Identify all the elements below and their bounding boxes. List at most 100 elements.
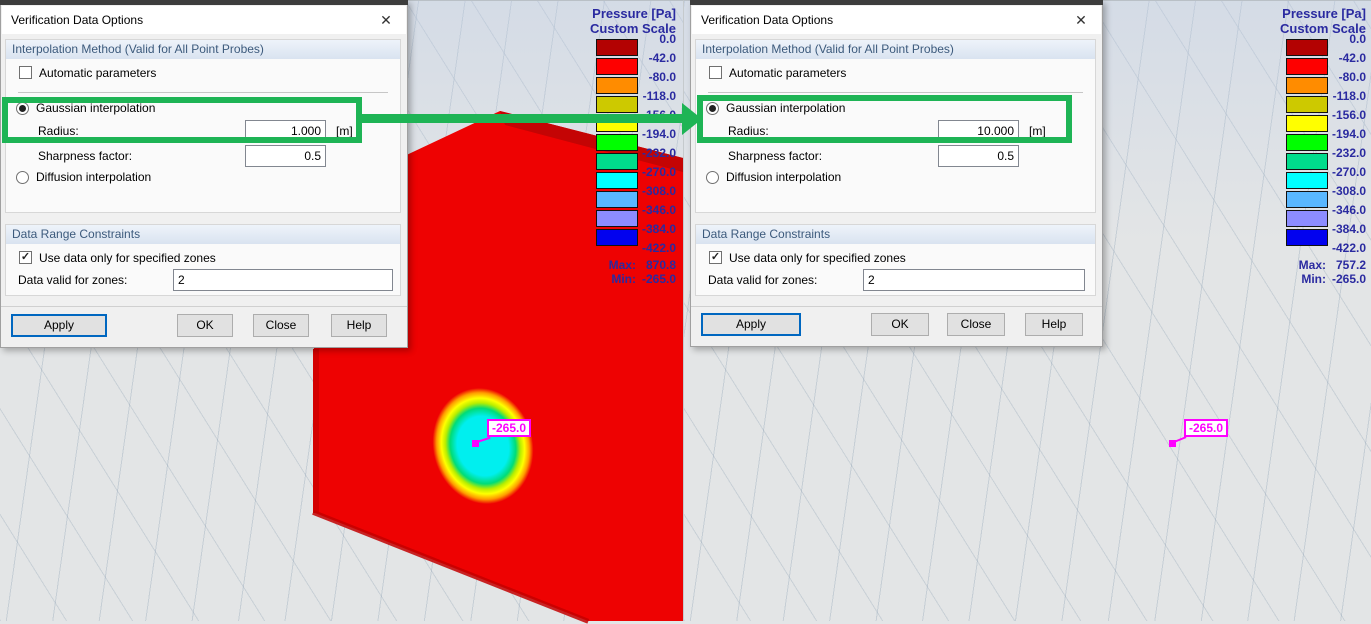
legend-swatch xyxy=(596,210,638,227)
dialog-titlebar[interactable]: Verification Data Options ✕ xyxy=(2,6,406,34)
use-zones-checkbox[interactable]: ✓ xyxy=(19,251,32,264)
diffusion-interpolation-radio[interactable] xyxy=(16,171,29,184)
legend-tick-label: -118.0 xyxy=(642,89,676,103)
legend-swatch xyxy=(1286,39,1328,56)
radius-label: Radius: xyxy=(728,124,769,138)
zones-label: Data valid for zones: xyxy=(708,273,818,287)
sharpness-factor-label: Sharpness factor: xyxy=(38,149,133,163)
radius-unit: [m] xyxy=(336,124,353,138)
legend-swatch xyxy=(1286,172,1328,189)
legend-tick-label: -194.0 xyxy=(1331,127,1366,141)
diffusion-interpolation-label: Diffusion interpolation xyxy=(36,170,152,184)
radius-input[interactable]: 10.000 xyxy=(938,120,1019,142)
legend-tick-label: -270.0 xyxy=(641,165,676,179)
legend-tick-label: -194.0 xyxy=(641,127,676,141)
zones-label: Data valid for zones: xyxy=(18,273,128,287)
apply-button[interactable]: Apply xyxy=(11,314,107,337)
legend-swatch xyxy=(1286,191,1328,208)
legend-swatch xyxy=(1286,58,1328,75)
probe-point[interactable] xyxy=(472,440,479,447)
window-top-frame xyxy=(0,0,408,5)
dialog-title: Verification Data Options xyxy=(11,13,144,27)
automatic-parameters-label: Automatic parameters xyxy=(39,66,157,80)
legend-max-value: 870.8 xyxy=(645,258,676,272)
help-button[interactable]: Help xyxy=(1025,313,1083,336)
automatic-parameters-checkbox[interactable] xyxy=(709,66,722,79)
annotation-arrow-shaft xyxy=(356,114,684,123)
use-zones-checkbox[interactable]: ✓ xyxy=(709,251,722,264)
legend-swatch xyxy=(1286,115,1328,132)
legend-swatch xyxy=(596,172,638,189)
legend-max-label: Max: xyxy=(608,258,636,272)
legend-swatch xyxy=(596,134,638,151)
diffusion-interpolation-radio[interactable] xyxy=(706,171,719,184)
gaussian-interpolation-radio[interactable] xyxy=(706,102,719,115)
legend-swatch xyxy=(1286,210,1328,227)
legend-tick-label: -384.0 xyxy=(1331,222,1366,236)
pressure-legend: Pressure [Pa] Custom Scale 0.0 -42.0 -80.0… xyxy=(1278,6,1366,290)
legend-tick-label: -422.0 xyxy=(1331,241,1366,255)
separator xyxy=(18,92,388,93)
probe-value-label: -265.0 xyxy=(487,419,532,437)
dialog-titlebar[interactable]: Verification Data Options ✕ xyxy=(692,6,1101,34)
dialog-title: Verification Data Options xyxy=(701,13,834,27)
legend-tick-label: -308.0 xyxy=(641,184,676,198)
use-zones-label: Use data only for specified zones xyxy=(729,251,906,265)
interpolation-method-group: Interpolation Method (Valid for All Poin… xyxy=(5,39,401,213)
legend-title: Pressure [Pa] xyxy=(1282,6,1366,21)
probe-point[interactable] xyxy=(1169,440,1176,447)
ok-button[interactable]: OK xyxy=(177,314,233,337)
sharpness-factor-input[interactable]: 0.5 xyxy=(245,145,326,167)
legend-tick-label: -384.0 xyxy=(641,222,676,236)
zones-input[interactable]: 2 xyxy=(863,269,1085,291)
sharpness-factor-input[interactable]: 0.5 xyxy=(938,145,1019,167)
legend-subtitle: Custom Scale xyxy=(590,21,676,36)
apply-button[interactable]: Apply xyxy=(701,313,801,336)
wall-left-edge-face xyxy=(313,349,319,513)
close-button[interactable]: Close xyxy=(253,314,309,337)
ok-button[interactable]: OK xyxy=(871,313,929,336)
help-button[interactable]: Help xyxy=(331,314,387,337)
legend-subtitle: Custom Scale xyxy=(1280,21,1366,36)
legend-min-value: -265.0 xyxy=(1331,272,1366,286)
verification-data-options-dialog: Verification Data Options ✕ Interpolatio… xyxy=(690,0,1103,347)
legend-tick-label: 0.0 xyxy=(659,32,676,46)
legend-swatch xyxy=(596,229,638,246)
legend-swatches xyxy=(1286,39,1328,248)
automatic-parameters-checkbox[interactable] xyxy=(19,66,32,79)
legend-tick-label: -118.0 xyxy=(1332,89,1366,103)
group-header: Data Range Constraints xyxy=(696,225,1095,244)
legend-max-value: 757.2 xyxy=(1335,258,1366,272)
legend-swatch xyxy=(596,96,638,113)
diffusion-interpolation-label: Diffusion interpolation xyxy=(726,170,842,184)
legend-tick-label: -80.0 xyxy=(648,70,676,84)
legend-tick-label: -346.0 xyxy=(1331,203,1366,217)
legend-min-value: -265.0 xyxy=(641,272,676,286)
radius-unit: [m] xyxy=(1029,124,1046,138)
annotation-arrow-head-icon xyxy=(682,103,702,135)
legend-tick-label: -346.0 xyxy=(641,203,676,217)
legend-tick-label: -42.0 xyxy=(1338,51,1366,65)
footer-separator xyxy=(691,306,1102,307)
group-header: Interpolation Method (Valid for All Poin… xyxy=(696,40,1095,59)
zones-input[interactable]: 2 xyxy=(173,269,393,291)
legend-tick-label: -42.0 xyxy=(648,51,676,65)
legend-min-label: Min: xyxy=(1301,272,1326,286)
probe-value-label: -265.0 xyxy=(1184,419,1229,437)
legend-swatch xyxy=(596,153,638,170)
close-button[interactable]: Close xyxy=(947,313,1005,336)
legend-min-label: Min: xyxy=(611,272,636,286)
legend-swatch xyxy=(1286,153,1328,170)
legend-swatch xyxy=(1286,229,1328,246)
close-icon[interactable]: ✕ xyxy=(380,12,392,28)
close-icon[interactable]: ✕ xyxy=(1075,12,1087,28)
highlight-rect-left xyxy=(2,97,362,143)
legend-tick-label: 0.0 xyxy=(1349,32,1366,46)
legend-tick-label: -270.0 xyxy=(1331,165,1366,179)
window-top-frame xyxy=(690,0,1103,5)
legend-max-label: Max: xyxy=(1298,258,1326,272)
legend-swatch xyxy=(596,39,638,56)
legend-tick-label: -422.0 xyxy=(641,241,676,255)
data-range-constraints-group: Data Range Constraints ✓ Use data only f… xyxy=(5,224,401,296)
footer-separator xyxy=(1,306,407,307)
